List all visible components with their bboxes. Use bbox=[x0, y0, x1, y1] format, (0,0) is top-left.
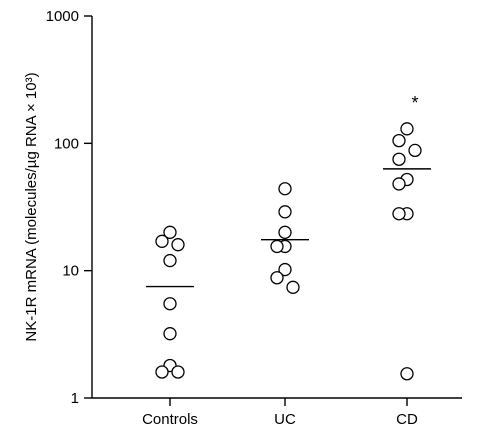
point-UC-1 bbox=[278, 205, 292, 219]
point-Controls-1 bbox=[155, 234, 169, 248]
point-Controls-5 bbox=[163, 327, 177, 341]
point-Controls-3 bbox=[163, 253, 177, 268]
y-ticks: 1 10 100 1000 bbox=[46, 8, 92, 407]
point-Controls-4 bbox=[163, 297, 177, 311]
data-marks: * bbox=[146, 93, 431, 381]
point-Controls-2 bbox=[171, 238, 185, 252]
x-tick-label-Controls: Controls bbox=[142, 411, 198, 426]
y-tick-label-1000: 1000 bbox=[46, 8, 79, 25]
point-Controls-0 bbox=[163, 225, 177, 239]
significance-marker-CD: * bbox=[411, 93, 418, 113]
x-tick-label-CD: CD bbox=[396, 411, 418, 426]
point-UC-4 bbox=[270, 239, 284, 254]
point-CD-0 bbox=[400, 122, 414, 136]
point-CD-3 bbox=[392, 152, 406, 166]
x-ticks: Controls UC CD bbox=[142, 398, 418, 426]
y-tick-label-10: 10 bbox=[62, 263, 79, 280]
point-CD-8 bbox=[400, 367, 414, 381]
x-axis: Controls UC CD bbox=[92, 397, 462, 426]
point-UC-2 bbox=[278, 225, 292, 239]
point-CD-2 bbox=[408, 143, 422, 158]
point-CD-7 bbox=[392, 207, 406, 221]
point-UC-0 bbox=[278, 182, 292, 196]
point-UC-5 bbox=[278, 262, 292, 277]
point-Controls-7 bbox=[155, 365, 169, 379]
y-axis-label: NK-1R mRNA (molecules/µg RNA × 10³) bbox=[23, 72, 40, 341]
y-tick-label-1: 1 bbox=[71, 390, 79, 407]
point-CD-5 bbox=[392, 177, 406, 191]
x-tick-label-UC: UC bbox=[274, 411, 296, 426]
point-CD-1 bbox=[392, 133, 406, 148]
point-Controls-8 bbox=[171, 365, 185, 379]
y-tick-label-100: 100 bbox=[54, 135, 79, 152]
point-UC-7 bbox=[286, 280, 300, 294]
y-axis: 1 10 100 1000 NK-1R mRNA (molecules/µg RNA … bbox=[23, 8, 93, 407]
point-UC-6 bbox=[270, 271, 284, 285]
